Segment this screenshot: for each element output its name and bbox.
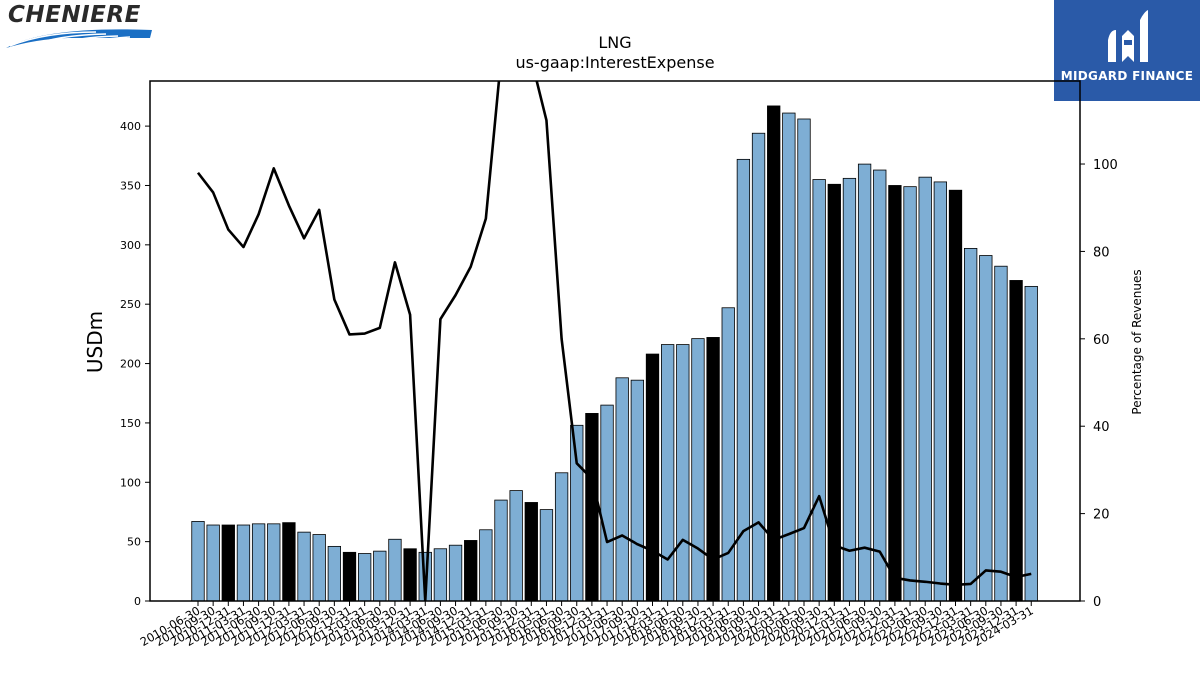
y-tick-label: 0 [134,595,141,608]
y-tick-label: 150 [120,417,141,430]
bar [903,186,917,602]
y-tick-label: 200 [120,358,141,371]
y2-tick-label: 80 [1093,245,1110,260]
bar [312,534,326,602]
y2-tick-label: 60 [1093,333,1110,348]
bar [282,522,296,602]
bar [236,524,251,602]
y-tick-label: 250 [120,298,141,311]
bar [661,344,675,602]
midgard-finance-wordmark: MIDGARD FINANCE [1060,69,1194,83]
bar [918,176,932,602]
bar [615,377,629,602]
bar [782,112,796,602]
line-series [196,81,1032,601]
bar [827,183,841,602]
midgard-finance-logo: MIDGARD FINANCE [1054,0,1200,101]
bar [191,521,205,602]
y-tick-label: 300 [120,239,141,252]
cheniere-swoosh-icon [6,29,152,48]
y2-tick-label: 20 [1093,508,1110,523]
bar [206,524,220,602]
axes: 0501001502002503003504000204060801002010… [120,80,1118,649]
chart-title: LNG [598,33,631,52]
bar [842,177,857,602]
y-tick-label: 100 [120,476,141,489]
bar [736,158,751,602]
bar [479,529,493,602]
plot-frame [149,80,1081,602]
y2-tick-label: 40 [1093,420,1110,435]
y2-axis-label: Percentage of Revenues [1130,269,1144,414]
bar [221,524,235,602]
bar [448,544,463,602]
bar [751,132,766,602]
midgard-emblem-icon [1108,10,1148,62]
bar [948,189,963,602]
cheniere-logo: CHENIERE [6,2,158,52]
bar [706,337,720,602]
bar [933,181,947,602]
cheniere-logo-text: CHENIERE [8,2,141,28]
bar [888,185,902,602]
bar [600,404,614,602]
bar [251,523,266,602]
bar [524,502,538,602]
bar [327,545,342,602]
bar [645,353,660,602]
y-axis-label: USDm [83,311,107,373]
y2-tick-label: 100 [1093,158,1118,173]
bar [1024,285,1038,602]
percentage-line [196,81,1032,601]
bar [539,509,554,602]
bar [691,338,705,602]
bar [1009,280,1023,602]
bar [342,551,357,602]
y2-tick-label: 0 [1093,595,1101,610]
bar-series [191,105,1038,602]
bar [994,265,1008,602]
bar [570,424,584,602]
bar [464,540,478,602]
bar [585,413,599,602]
bar [267,523,281,602]
y-tick-label: 350 [120,179,141,192]
bar [554,472,569,602]
y-tick-label: 50 [127,536,141,549]
bar [494,499,508,602]
bar [857,163,872,602]
y-tick-label: 400 [120,120,141,133]
bar [979,255,993,602]
bar [676,344,690,602]
bar [357,553,372,602]
bar [388,538,402,602]
bar [873,169,887,602]
bar [433,548,448,602]
bar [721,307,735,602]
bar [767,105,781,602]
bar [403,548,417,602]
bar [812,179,826,602]
bar [964,247,978,602]
chart-subtitle: us-gaap:InterestExpense [515,53,714,72]
bar [373,550,387,602]
bar [509,490,523,602]
bar [630,379,644,602]
bar [297,531,311,602]
